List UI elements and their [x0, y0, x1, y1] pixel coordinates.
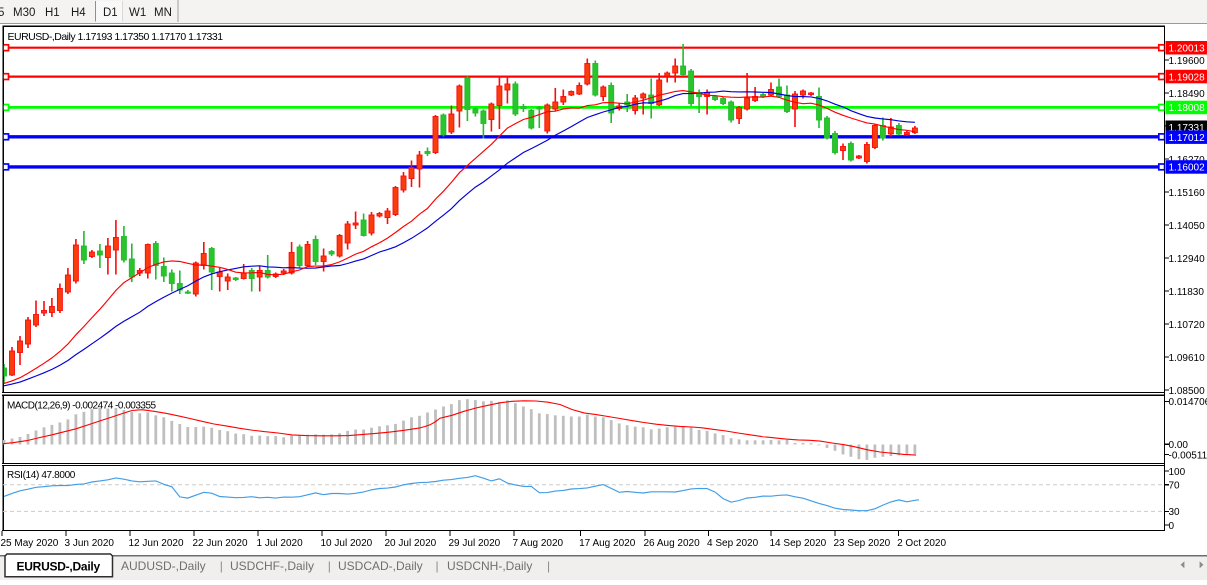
svg-text:|: |	[547, 559, 550, 573]
svg-text:1.17012: 1.17012	[1169, 133, 1206, 144]
svg-text:1.19028: 1.19028	[1169, 72, 1206, 83]
svg-text:1.15160: 1.15160	[1169, 188, 1206, 199]
svg-text:100: 100	[1169, 467, 1186, 478]
svg-text:D1: D1	[103, 7, 118, 19]
svg-text:23 Sep 2020: 23 Sep 2020	[834, 538, 891, 549]
svg-text:4 Sep 2020: 4 Sep 2020	[707, 538, 759, 549]
svg-text:W1: W1	[129, 7, 146, 19]
svg-text:10 Jul 2020: 10 Jul 2020	[321, 538, 373, 549]
svg-text:7 Aug 2020: 7 Aug 2020	[513, 538, 564, 549]
svg-text:1.12940: 1.12940	[1169, 254, 1206, 265]
svg-text:0.014706: 0.014706	[1169, 397, 1207, 408]
svg-text:29 Jul 2020: 29 Jul 2020	[449, 538, 501, 549]
svg-text:20 Jul 2020: 20 Jul 2020	[385, 538, 437, 549]
svg-text:22 Jun 2020: 22 Jun 2020	[193, 538, 248, 549]
svg-text:17 Aug 2020: 17 Aug 2020	[579, 538, 636, 549]
svg-text:|: |	[220, 559, 223, 573]
svg-text:RSI(14) 47.8000: RSI(14) 47.8000	[7, 470, 76, 481]
svg-text:MACD(12,26,9) -0.002474 -0.003: MACD(12,26,9) -0.002474 -0.003355	[7, 401, 157, 412]
svg-text:5: 5	[0, 7, 4, 19]
svg-text:1.20013: 1.20013	[1169, 44, 1206, 55]
svg-text:H4: H4	[71, 7, 86, 19]
svg-text:0: 0	[1169, 521, 1175, 532]
svg-text:3 Jun 2020: 3 Jun 2020	[65, 538, 115, 549]
svg-text:1.16002: 1.16002	[1169, 163, 1206, 174]
svg-text:|: |	[328, 559, 331, 573]
svg-text:1.18008: 1.18008	[1169, 103, 1206, 114]
svg-text:30: 30	[1169, 507, 1181, 518]
svg-text:1.08500: 1.08500	[1169, 386, 1206, 397]
svg-text:1.09610: 1.09610	[1169, 353, 1206, 364]
svg-text:EURUSD-,Daily 1.17193 1.17350: EURUSD-,Daily 1.17193 1.17350 1.17170 1.…	[8, 31, 224, 43]
svg-text:25 May 2020: 25 May 2020	[1, 538, 59, 549]
svg-text:H1: H1	[45, 7, 60, 19]
svg-text:AUDUSD-,Daily: AUDUSD-,Daily	[121, 559, 206, 573]
svg-text:2 Oct 2020: 2 Oct 2020	[897, 538, 946, 549]
svg-text:1.18490: 1.18490	[1169, 89, 1206, 100]
svg-text:1 Jul 2020: 1 Jul 2020	[257, 538, 304, 549]
svg-text:-0.005113: -0.005113	[1169, 450, 1207, 461]
svg-text:12 Jun 2020: 12 Jun 2020	[129, 538, 184, 549]
svg-text:EURUSD-,Daily: EURUSD-,Daily	[17, 560, 101, 574]
svg-text:USDCNH-,Daily: USDCNH-,Daily	[447, 559, 532, 573]
svg-text:1.19600: 1.19600	[1169, 56, 1206, 67]
svg-text:1.14050: 1.14050	[1169, 221, 1206, 232]
svg-text:|: |	[436, 559, 439, 573]
svg-text:USDCAD-,Daily: USDCAD-,Daily	[338, 559, 423, 573]
svg-text:1.10720: 1.10720	[1169, 320, 1206, 331]
svg-text:MN: MN	[154, 7, 172, 19]
svg-text:70: 70	[1169, 481, 1181, 492]
svg-text:26 Aug 2020: 26 Aug 2020	[644, 538, 701, 549]
svg-text:1.11830: 1.11830	[1169, 287, 1205, 298]
svg-text:USDCHF-,Daily: USDCHF-,Daily	[230, 559, 314, 573]
svg-text:14 Sep 2020: 14 Sep 2020	[770, 538, 827, 549]
svg-text:M30: M30	[13, 7, 35, 19]
